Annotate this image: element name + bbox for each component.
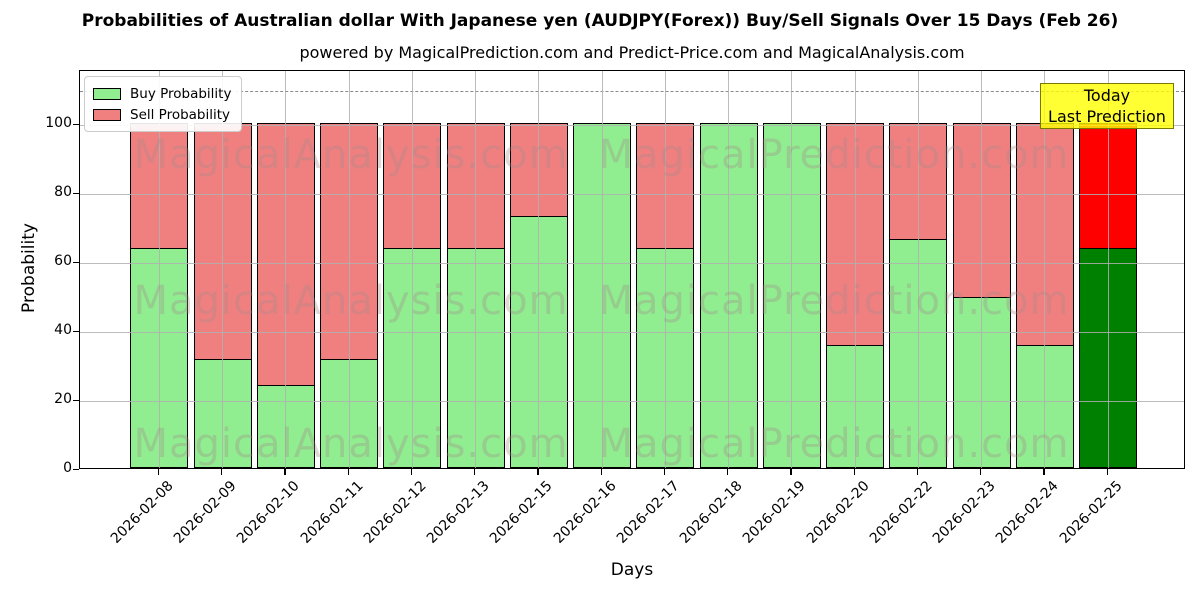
legend: Buy Probability Sell Probability [84, 76, 243, 132]
gridline-y [80, 125, 1184, 126]
x-tick-mark [474, 469, 476, 475]
y-tick-label: 100 [45, 115, 72, 131]
gridline-x [475, 71, 477, 468]
legend-label-buy: Buy Probability [130, 85, 232, 102]
x-tick-mark [1043, 469, 1045, 475]
y-tick-label: 20 [54, 391, 72, 407]
gridline-x [411, 71, 413, 468]
x-tick-mark [537, 469, 539, 475]
plot-area: Buy Probability Sell Probability Today L… [79, 70, 1185, 469]
y-tick-mark [73, 123, 79, 125]
watermark-text: MagicalAnalysis.com [133, 278, 569, 324]
y-tick-mark [73, 261, 79, 263]
gridline-x [854, 71, 856, 468]
watermark-text: MagicalAnalysis.com [133, 421, 569, 467]
x-tick-mark [916, 469, 919, 475]
x-tick-label: 2026-02-23 [930, 478, 999, 547]
watermark-text: MagicalPrediction.com [598, 278, 1070, 324]
gridline-x [981, 71, 983, 468]
gridline-x [601, 71, 603, 468]
x-tick-label: 2026-02-18 [677, 478, 746, 547]
legend-label-sell: Sell Probability [130, 106, 231, 123]
dashed-reference-line [80, 90, 1184, 92]
y-tick-mark [73, 468, 79, 470]
sell-swatch-icon [93, 108, 121, 121]
watermark-text: MagicalAnalysis.com [133, 132, 569, 178]
x-tick-label: 2026-02-24 [993, 478, 1063, 547]
chart-subtitle: powered by MagicalPrediction.com and Pre… [299, 43, 965, 62]
gridline-x [664, 71, 666, 468]
gridline-y [80, 332, 1184, 333]
today-annotation-line1: Today [1083, 86, 1131, 105]
watermark-text: MagicalPrediction.com [598, 132, 1070, 178]
x-tick-mark [980, 469, 982, 475]
x-tick-label: 2026-02-13 [424, 478, 493, 547]
x-tick-mark [410, 469, 413, 475]
x-tick-label: 2026-02-22 [866, 478, 936, 547]
gridline-y [80, 194, 1184, 195]
x-tick-label: 2026-02-08 [107, 478, 177, 547]
x-tick-label: 2026-02-11 [297, 478, 367, 547]
x-tick-mark [221, 469, 223, 475]
today-annotation: Today Last Prediction [1040, 83, 1174, 129]
x-tick-mark [157, 469, 160, 475]
gridline-x [791, 71, 793, 468]
gridline-x [728, 71, 730, 468]
y-tick-label: 0 [63, 460, 72, 476]
x-tick-label: 2026-02-15 [487, 478, 557, 547]
y-tick-mark [73, 330, 79, 332]
gridline-y [80, 401, 1184, 402]
y-tick-label: 80 [54, 184, 72, 200]
legend-item-buy: Buy Probability [93, 83, 231, 104]
x-tick-mark [853, 469, 855, 475]
x-tick-mark [347, 469, 349, 475]
gridline-x [1044, 71, 1046, 468]
x-axis-label: Days [610, 560, 654, 580]
y-tick-label: 60 [54, 253, 72, 269]
x-tick-mark [663, 469, 666, 475]
x-tick-label: 2026-02-17 [613, 478, 683, 547]
x-tick-mark [790, 469, 792, 475]
gridline-x [1107, 71, 1109, 468]
x-tick-mark [600, 469, 602, 475]
buy-swatch-icon [93, 87, 121, 100]
x-tick-label: 2026-02-10 [234, 478, 304, 547]
watermark-text: MagicalPrediction.com [598, 421, 1070, 467]
x-tick-label: 2026-02-16 [550, 478, 620, 547]
x-tick-label: 2026-02-25 [1056, 478, 1126, 547]
y-tick-mark [73, 192, 79, 194]
gridline-x [285, 71, 287, 468]
gridline-x [222, 71, 224, 468]
gridline-x [538, 71, 540, 468]
x-tick-label: 2026-02-09 [171, 478, 240, 547]
y-tick-mark [73, 399, 79, 401]
gridline-x [158, 71, 160, 468]
today-annotation-line2: Last Prediction [1048, 107, 1166, 126]
gridline-x [917, 71, 919, 468]
x-tick-label: 2026-02-19 [740, 478, 810, 547]
x-tick-mark [727, 469, 729, 475]
gridline-y [80, 263, 1184, 264]
y-tick-label: 40 [54, 322, 72, 338]
gridline-x [348, 71, 350, 468]
x-tick-mark [1106, 469, 1108, 475]
x-tick-label: 2026-02-12 [360, 478, 430, 547]
x-tick-mark [284, 469, 286, 475]
chart-title: Probabilities of Australian dollar With … [81, 11, 1119, 31]
legend-item-sell: Sell Probability [93, 104, 231, 125]
x-tick-label: 2026-02-20 [803, 478, 873, 547]
